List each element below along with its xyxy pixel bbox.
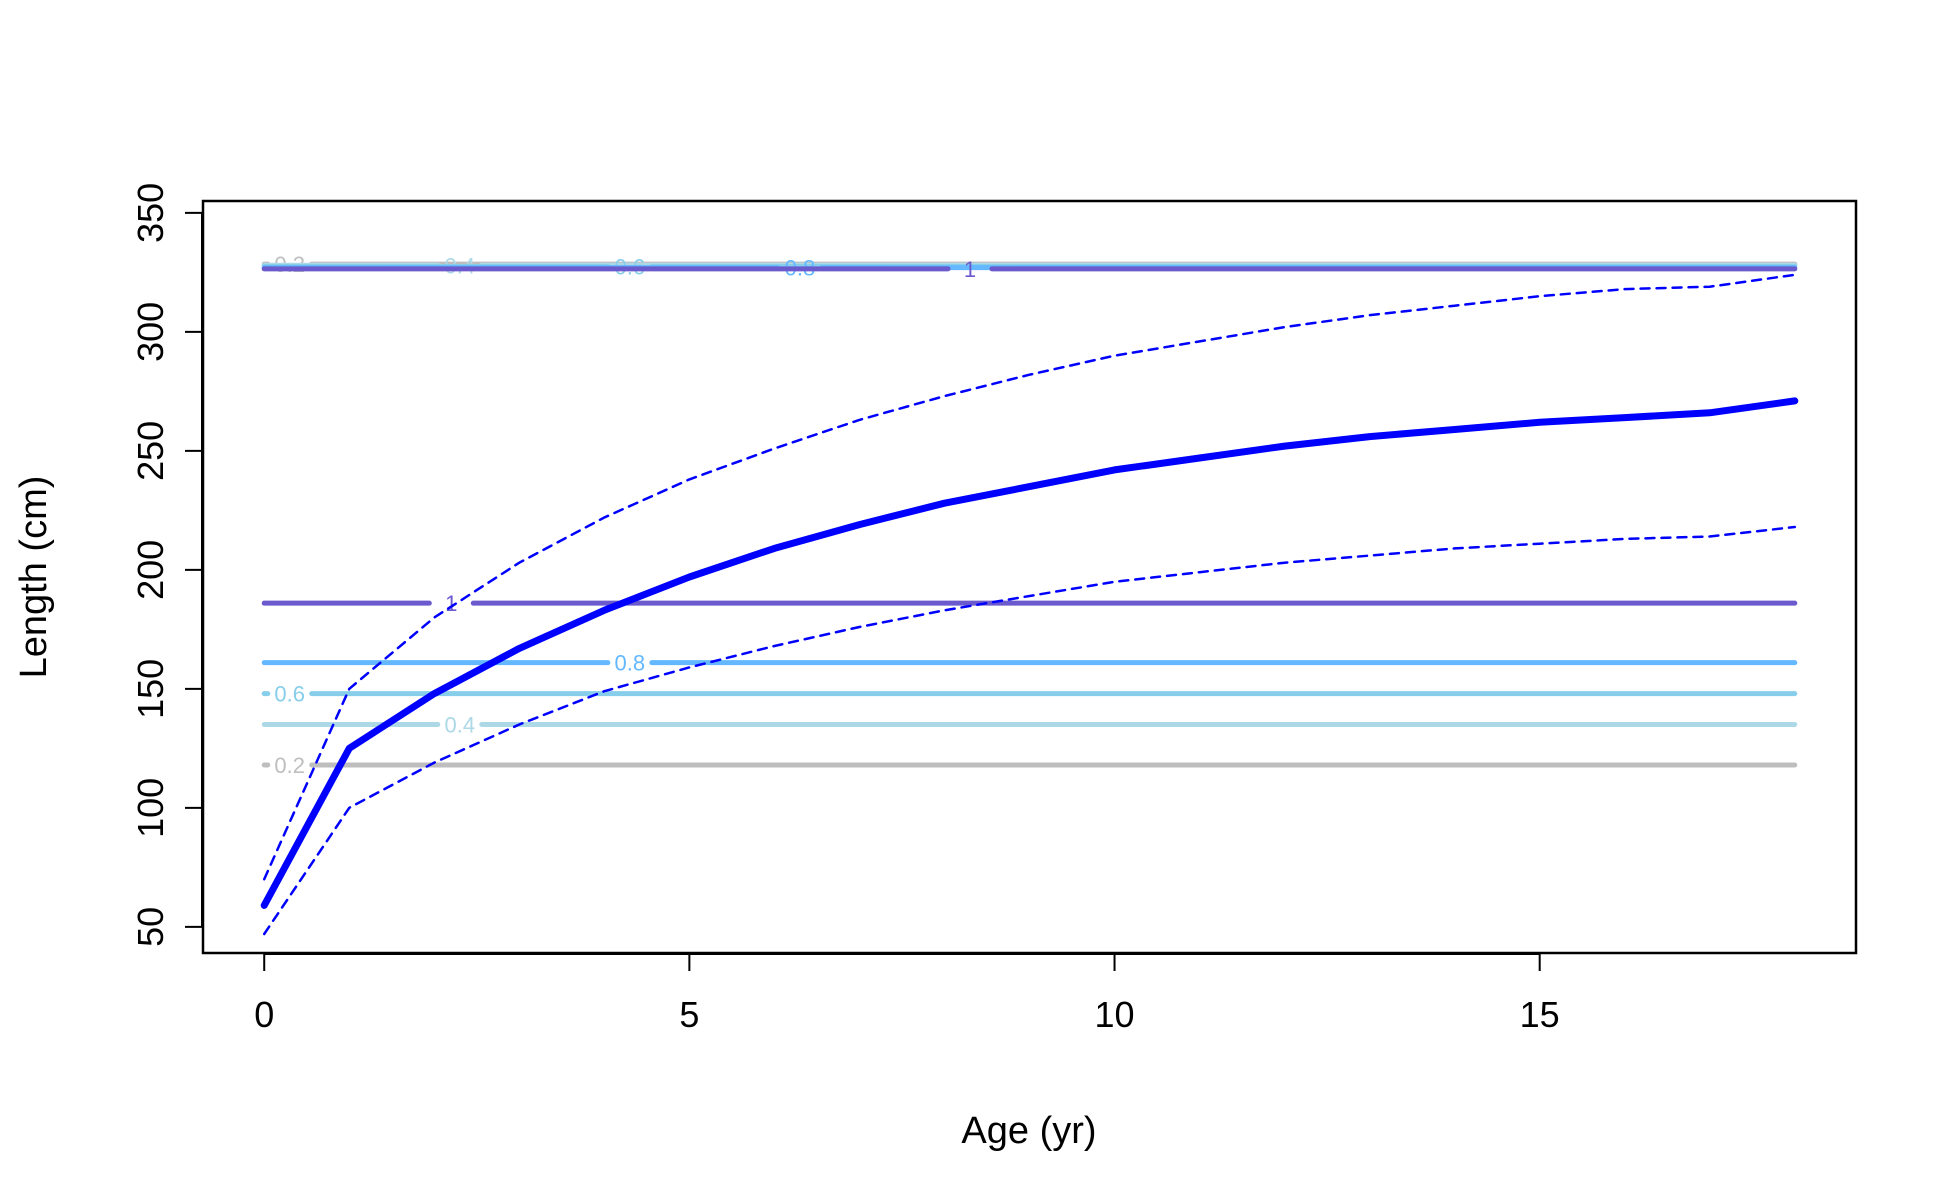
series-line-mean — [260, 397, 1799, 909]
y-tick-label: 100 — [130, 778, 171, 838]
reference-line-label: 0.2 — [274, 753, 305, 778]
y-tick-label: 200 — [130, 540, 171, 600]
series-line-upper — [262, 273, 1797, 881]
reference-line-label: 1 — [445, 591, 457, 616]
reference-line-label: 0.4 — [444, 713, 475, 738]
y-tick-label: 300 — [130, 302, 171, 362]
reference-line-label: 1 — [964, 257, 976, 282]
y-tick-label: 350 — [130, 183, 171, 243]
series-lines — [260, 273, 1799, 936]
x-tick-label: 10 — [1095, 994, 1135, 1035]
axes: 0 5 10 15 50 100 150 200 250 300 350 — [130, 183, 1560, 1035]
reference-line-label: 0.8 — [615, 651, 646, 676]
x-tick-label: 5 — [679, 994, 699, 1035]
y-axis-title: Length (cm) — [13, 476, 55, 679]
y-tick-label: 50 — [130, 907, 171, 947]
y-tick-label: 150 — [130, 659, 171, 719]
series-line-lower — [262, 525, 1797, 936]
plot-frame — [201, 199, 1858, 955]
x-tick-label: 15 — [1520, 994, 1560, 1035]
y-tick-label: 250 — [130, 421, 171, 481]
x-tick-label: 0 — [254, 994, 274, 1035]
reference-line-label: 0.6 — [274, 682, 305, 707]
reference-lines: 0.20.40.60.810.20.40.60.81 — [261, 252, 1798, 778]
x-axis-title: Age (yr) — [961, 1110, 1096, 1152]
